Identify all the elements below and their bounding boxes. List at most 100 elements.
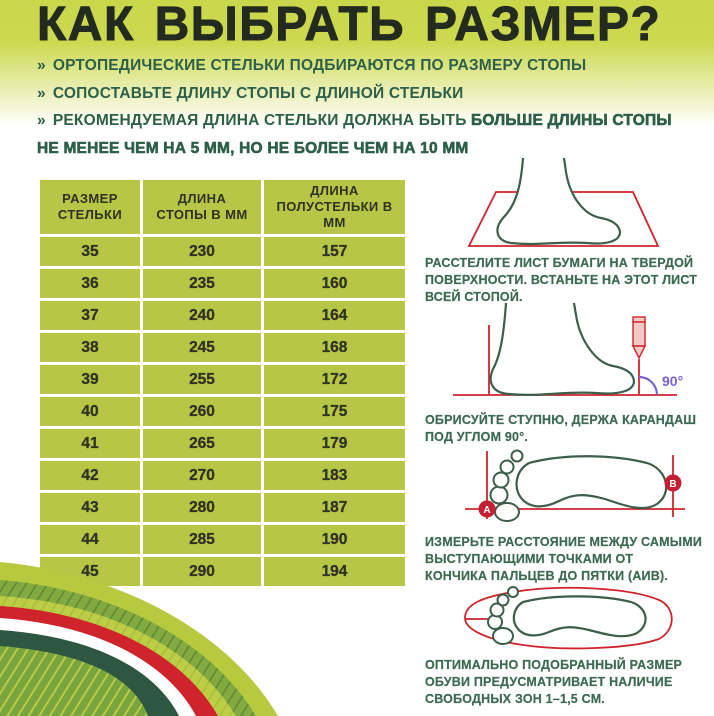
table-row: 36 235 160 [37, 266, 408, 301]
decorative-waves [0, 562, 278, 716]
bullet-line: » СОПОСТАВЬТЕ ДЛИНУ СТОПЫ С ДЛИНОЙ СТЕЛЬК… [37, 80, 685, 108]
table-cell: 41 [37, 426, 143, 461]
table-cell: 43 [37, 490, 143, 525]
table-cell: 39 [37, 362, 143, 397]
table-cell: 40 [37, 394, 143, 429]
table-row: 42 270 183 [37, 458, 408, 493]
marker-a-label: А [483, 505, 490, 516]
table-cell: 179 [261, 426, 408, 461]
bullet-marker: » [37, 84, 46, 102]
marker-b-label: В [669, 479, 676, 490]
step-1: РАССТЕЛИТЕ ЛИСТ БУМАГИ НА ТВЕРДОЙ ПОВЕРХ… [425, 158, 713, 306]
step-caption: ИЗМЕРЬТЕ РАССТОЯНИЕ МЕЖДУ САМЫМИ ВЫСТУПА… [425, 535, 702, 583]
table-cell: 230 [140, 234, 264, 269]
step-caption: РАССТЕЛИТЕ ЛИСТ БУМАГИ НА ТВЕРДОЙ ПОВЕРХ… [425, 256, 698, 304]
foot-fill [490, 303, 634, 395]
table-cell: 255 [140, 362, 264, 397]
table-cell: 172 [261, 362, 408, 397]
table-cell: 285 [140, 522, 264, 557]
toe [510, 449, 524, 463]
table-cell: 245 [140, 330, 264, 365]
table-header-row: РАЗМЕР СТЕЛЬКИ ДЛИНА СТОПЫ В ММ ДЛИНА ПО… [37, 177, 408, 237]
col-header-foot-length: ДЛИНА СТОПЫ В ММ [140, 177, 264, 237]
table-row: 39 255 172 [37, 362, 408, 397]
table-row: 37 240 164 [37, 298, 408, 333]
size-table: РАЗМЕР СТЕЛЬКИ ДЛИНА СТОПЫ В ММ ДЛИНА ПО… [37, 177, 408, 589]
table-row: 40 260 175 [37, 394, 408, 429]
bullet-marker: » [37, 57, 46, 74]
table-cell: 38 [37, 330, 143, 365]
wave-hill-hatched [0, 646, 148, 716]
footprint-measure-icon: А В [465, 449, 685, 522]
step-2: 90° ОБРИСУЙТЕ СТУПНЮ, ДЕРЖА КАРАНДАШ ПОД… [425, 303, 713, 446]
table-cell: 157 [261, 234, 408, 269]
table-row: 38 245 168 [37, 330, 408, 365]
table-row: 44 285 190 [37, 522, 408, 557]
foot-on-paper-icon [467, 158, 660, 247]
toe [496, 593, 510, 607]
table-cell: 36 [37, 266, 143, 301]
paper-sheet [467, 191, 660, 247]
table-cell: 164 [261, 298, 408, 333]
pencil-icon [631, 316, 647, 360]
table-cell: 260 [140, 394, 264, 429]
table-cell: 290 [140, 554, 264, 589]
bullet-text: СОПОСТАВЬТЕ ДЛИНУ СТОПЫ С ДЛИНОЙ СТЕЛЬКИ [52, 84, 464, 102]
bullet-marker: » [37, 112, 46, 130]
step-caption: ОПТИМАЛЬНО ПОДОБРАННЫЙ РАЗМЕР ОБУВИ ПРЕД… [425, 658, 683, 706]
col-header-insole-size: РАЗМЕР СТЕЛЬКИ [37, 177, 143, 237]
marker-a-badge: А [478, 500, 496, 518]
big-toe [492, 627, 514, 645]
table-cell: 44 [37, 522, 143, 557]
bullet-line: » ОРТОПЕДИЧЕСКИЕ СТЕЛЬКИ ПОДБИРАЮТСЯ ПО Р… [37, 52, 685, 80]
table-cell: 187 [261, 490, 408, 525]
trace-foot-pencil-icon: 90° [453, 303, 683, 396]
table-cell: 265 [140, 426, 264, 461]
top-gradient-background [0, 0, 714, 132]
insole-outline [464, 586, 673, 650]
size-table-body: 35 230 157 36 235 160 37 240 164 38 245 168 39 255 172… [37, 234, 408, 589]
step-caption: ОБРИСУЙТЕ СТУПНЮ, ДЕРЖА КАРАНДАШ ПОД УГЛ… [425, 413, 697, 444]
page-title: КАК ВЫБРАТЬ РАЗМЕР? [37, 0, 662, 51]
table-cell: 235 [140, 266, 264, 301]
bullet-text: РЕКОМЕНДУЕМАЯ ДЛИНА СТЕЛЬКИ ДОЛЖНА БЫТЬ [52, 112, 472, 130]
table-cell: 35 [37, 234, 143, 269]
table-cell: 280 [140, 490, 264, 525]
size-table-head: РАЗМЕР СТЕЛЬКИ ДЛИНА СТОПЫ В ММ ДЛИНА ПО… [37, 177, 408, 237]
table-cell: 168 [261, 330, 408, 365]
foot-fill [497, 158, 620, 244]
foot-outline [496, 158, 622, 246]
footprint-sole-outline [515, 455, 668, 510]
bullet-text-bold: БОЛЬШЕ ДЛИНЫ СТОПЫ НЕ МЕНЕЕ ЧЕМ НА 5 ММ,… [37, 112, 672, 157]
table-cell: 270 [140, 458, 264, 493]
table-row: 35 230 157 [37, 234, 408, 269]
foot-outline [489, 303, 636, 396]
toe [489, 485, 509, 505]
angle-label: 90° [662, 373, 683, 389]
table-cell: 160 [261, 266, 408, 301]
table-cell: 190 [261, 522, 408, 557]
table-row: 41 265 179 [37, 426, 408, 461]
intro-bullets: » ОРТОПЕДИЧЕСКИЕ СТЕЛЬКИ ПОДБИРАЮТСЯ ПО Р… [37, 52, 685, 162]
table-cell: 42 [37, 458, 143, 493]
table-cell: 240 [140, 298, 264, 333]
table-cell: 37 [37, 298, 143, 333]
table-cell: 183 [261, 458, 408, 493]
marker-b-badge: В [664, 474, 682, 492]
bullet-text: ОРТОПЕДИЧЕСКИЕ СТЕЛЬКИ ПОДБИРАЮТСЯ ПО РА… [52, 57, 587, 74]
toe [489, 602, 505, 618]
toe [499, 459, 515, 475]
col-header-half-insole-length: ДЛИНА ПОЛУСТЕЛЬКИ В ММ [261, 177, 408, 237]
step-3: А В ИЗМЕРЬТЕ РАССТОЯНИЕ МЕЖДУ САМЫМИ ВЫС… [425, 449, 713, 585]
table-cell: 175 [261, 394, 408, 429]
toe [492, 471, 510, 489]
table-cell: 194 [261, 554, 408, 589]
angle-arc [638, 375, 659, 396]
step-4: ОПТИМАЛЬНО ПОДОБРАННЫЙ РАЗМЕР ОБУВИ ПРЕД… [425, 586, 713, 708]
footprint-in-insole-icon [464, 586, 673, 650]
table-row: 43 280 187 [37, 490, 408, 525]
footprint-sole-outline [512, 595, 647, 638]
bullet-line: » РЕКОМЕНДУЕМАЯ ДЛИНА СТЕЛЬКИ ДОЛЖНА БЫТЬ… [37, 107, 685, 162]
big-toe [494, 502, 520, 522]
